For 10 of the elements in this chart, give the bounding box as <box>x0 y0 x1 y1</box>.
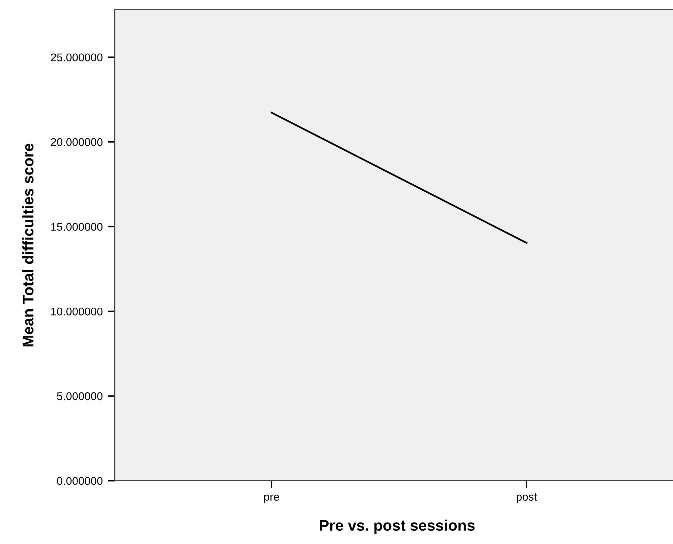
y-tick-label: 5.000000 <box>57 392 103 400</box>
x-axis-title: Pre vs. post sessions <box>320 520 475 534</box>
y-tick-label: 20.000000 <box>51 138 103 146</box>
x-tick-label: post <box>516 494 538 504</box>
y-tick-label: 25.000000 <box>51 54 103 62</box>
y-tick-label: 10.000000 <box>52 308 103 316</box>
y-tick-label: 15.000000 <box>52 223 103 231</box>
y-axis-title: Mean Total difficulties score <box>22 144 34 347</box>
x-tick-label: pre <box>264 494 280 504</box>
y-tick-label: 0.000000 <box>57 477 103 486</box>
